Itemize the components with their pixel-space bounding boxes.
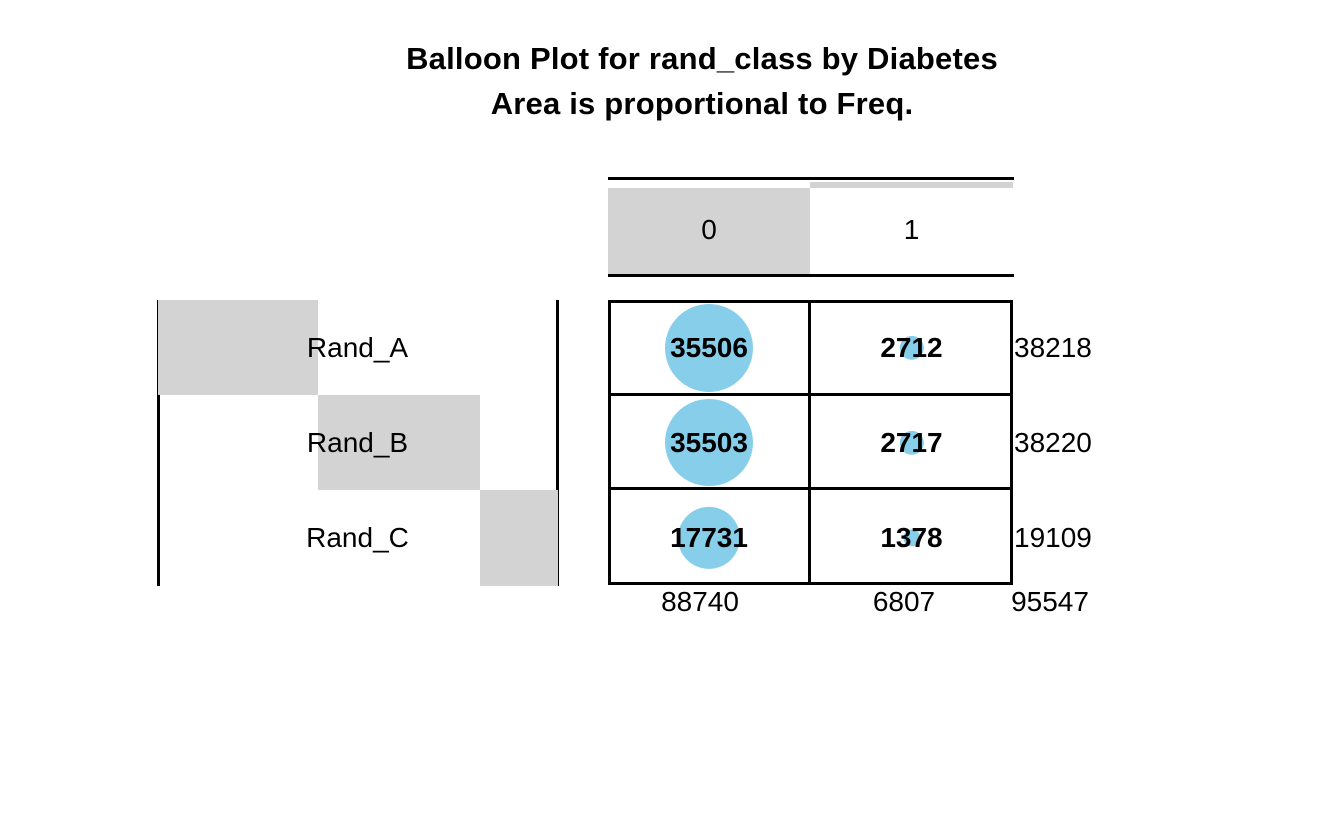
cell-rand-a-col-1: 2712 xyxy=(810,300,1013,395)
column-total-0: 88740 xyxy=(661,586,739,617)
column-total-1: 6807 xyxy=(872,586,936,617)
column-1-marginal-bar xyxy=(810,182,1013,188)
column-header-top-rule xyxy=(608,177,1014,180)
cell-rand-b-col-0: 35503 xyxy=(608,395,810,490)
balloon-rand-c-col-1 xyxy=(902,528,921,547)
row-label-left-rule xyxy=(157,300,160,586)
row-rand-a-marginal-bar xyxy=(158,300,318,395)
freq-value-rand-a-col-0: 35506 xyxy=(670,331,748,363)
balloon-rand-c-col-0 xyxy=(677,506,741,569)
cell-rand-a-col-0: 35506 xyxy=(608,300,810,395)
table-column-divider xyxy=(808,300,811,585)
freq-value-rand-a-col-1: 2712 xyxy=(880,331,943,363)
balloon-rand-a-col-1 xyxy=(899,335,924,360)
table-row-divider-1 xyxy=(608,393,1013,396)
table-row-divider-2 xyxy=(608,487,1013,490)
freq-value-rand-b-col-1: 2717 xyxy=(880,426,943,458)
freq-value-rand-c-col-0: 17731 xyxy=(670,521,748,553)
column-header-bottom-rule xyxy=(608,274,1014,277)
column-0-marginal-bar xyxy=(608,188,810,274)
column-label-1: 1 xyxy=(903,214,920,245)
freq-value-rand-b-col-0: 35503 xyxy=(670,426,748,458)
row-label-right-rule xyxy=(556,300,559,586)
row-total-rand-a: 38218 xyxy=(1014,332,1092,363)
cell-rand-c-col-1: 1378 xyxy=(810,490,1013,585)
plot-title: Balloon Plot for rand_class by Diabetes … xyxy=(202,36,1202,126)
row-label-rand-b: Rand_B xyxy=(306,427,409,458)
column-label-0: 0 xyxy=(701,214,717,245)
plot-title-line2: Area is proportional to Freq. xyxy=(490,86,914,121)
row-label-rand-a: Rand_A xyxy=(306,332,409,363)
balloon-rand-b-col-0 xyxy=(665,398,753,487)
plot-title-line1: Balloon Plot for rand_class by Diabetes xyxy=(406,41,998,76)
grand-total: 95547 xyxy=(1011,586,1089,617)
row-rand-b-marginal-bar xyxy=(318,395,480,490)
row-label-rand-c: Rand_C xyxy=(306,522,409,553)
cell-rand-b-col-1: 2717 xyxy=(810,395,1013,490)
row-total-rand-c: 19109 xyxy=(1014,522,1092,553)
balloon-rand-a-col-0 xyxy=(665,303,753,392)
row-rand-c-marginal-bar xyxy=(480,490,558,586)
cell-rand-c-col-0: 17731 xyxy=(608,490,810,585)
row-total-rand-b: 38220 xyxy=(1014,427,1092,458)
balloon-rand-b-col-1 xyxy=(899,430,924,455)
freq-value-rand-c-col-1: 1378 xyxy=(880,521,943,553)
